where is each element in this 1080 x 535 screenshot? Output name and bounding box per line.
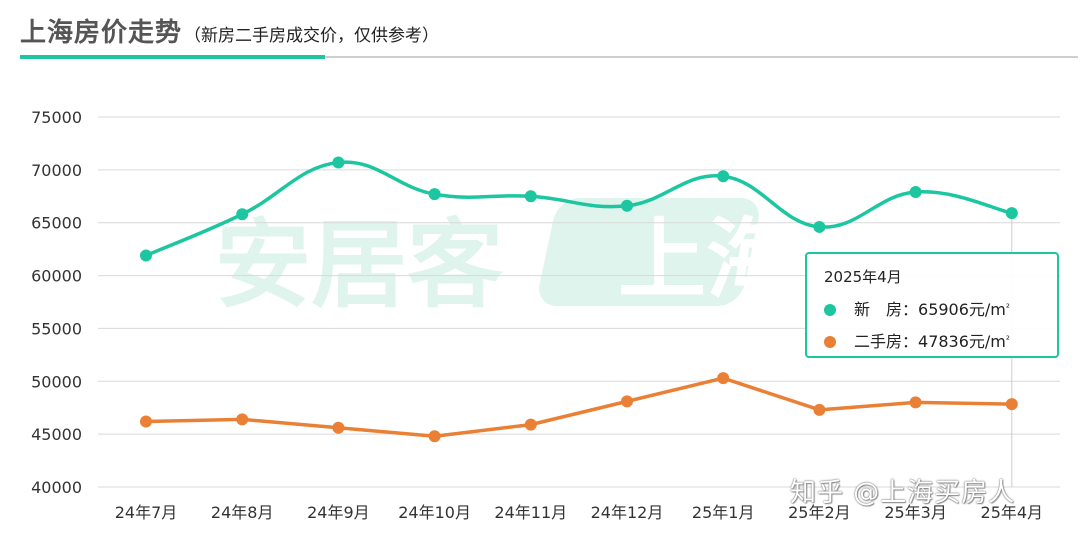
tooltip-unit-sup-new-house: ² xyxy=(1005,303,1010,314)
title-underline xyxy=(20,56,1078,58)
y-tick-label: 55000 xyxy=(31,319,82,338)
data-point-second-hand[interactable] xyxy=(621,395,633,408)
x-tick-label: 25年4月 xyxy=(981,503,1044,522)
chart-title-text: 上海房价走势 xyxy=(20,18,183,48)
x-tick-label: 24年11月 xyxy=(494,503,567,522)
chart-gridlines xyxy=(98,116,1060,488)
x-tick-label: 25年2月 xyxy=(788,503,851,522)
series-line-second-hand xyxy=(145,376,1012,439)
data-point-new-house[interactable] xyxy=(813,220,826,233)
anjuke-watermark: 安居客 上海 xyxy=(215,198,794,321)
tooltip-value-second-hand: 47836元/m xyxy=(918,332,1006,351)
y-tick-label: 70000 xyxy=(31,161,82,180)
tooltip-title: 2025年4月 xyxy=(824,268,902,286)
y-axis-tick-labels: 40000 45000 50000 55000 60000 65000 70000 75000 xyxy=(31,108,82,497)
x-tick-label: 24年10月 xyxy=(398,503,471,522)
data-point-new-house[interactable] xyxy=(621,199,633,212)
chart-series xyxy=(140,156,1018,443)
data-point-new-house[interactable] xyxy=(524,190,537,203)
y-tick-label: 60000 xyxy=(31,267,82,286)
x-tick-label: 25年3月 xyxy=(884,503,947,522)
data-point-new-house[interactable] xyxy=(428,188,441,201)
chart-subtitle: （新房二手房成交价，仅供参考） xyxy=(184,26,440,46)
y-tick-label: 45000 xyxy=(31,425,82,444)
tooltip-label-second-hand: 二手房： xyxy=(854,332,919,351)
data-point-new-house[interactable] xyxy=(717,170,730,183)
second-hand-dot-icon xyxy=(824,336,836,348)
data-point-second-hand[interactable] xyxy=(332,421,345,434)
data-point-second-hand[interactable] xyxy=(909,396,922,409)
data-point-second-hand[interactable] xyxy=(140,415,152,428)
tooltip-label-new-house: 新 房： xyxy=(854,300,919,319)
data-point-new-house[interactable] xyxy=(140,249,152,262)
zhihu-author-watermark: 知乎 @上海买房人 xyxy=(790,478,1016,508)
data-point-second-hand[interactable] xyxy=(717,372,730,385)
tooltip-row-second-hand: 二手房：47836元/m² xyxy=(824,328,1010,352)
x-tick-label: 24年12月 xyxy=(591,503,664,522)
watermark-brand-text: 安居客 xyxy=(215,209,503,321)
watermark-logo-text: 上海 xyxy=(618,208,794,311)
x-tick-label: 24年9月 xyxy=(307,503,370,522)
data-point-second-hand[interactable] xyxy=(813,403,826,416)
series-line-new-house xyxy=(145,160,1013,258)
data-point-new-house[interactable] xyxy=(909,186,922,199)
data-point-second-hand[interactable] xyxy=(236,413,249,426)
data-point-new-house[interactable] xyxy=(236,208,249,221)
x-tick-label: 24年7月 xyxy=(115,503,178,522)
watermark-logo-box xyxy=(539,198,759,306)
tooltip-row-new-house: 新 房：65906元/m² xyxy=(824,296,1010,320)
data-point-new-house[interactable] xyxy=(1005,207,1018,220)
tooltip-unit-sup-second-hand: ² xyxy=(1005,335,1010,346)
y-tick-label: 65000 xyxy=(31,214,82,233)
x-tick-label: 25年1月 xyxy=(692,503,755,522)
y-tick-label: 50000 xyxy=(31,372,82,391)
data-point-new-house[interactable] xyxy=(332,156,345,169)
chart-header: 上海房价走势 （新房二手房成交价，仅供参考） xyxy=(0,0,1080,60)
data-tooltip: 2025年4月 新 房：65906元/m² 二手房：47836元/m² xyxy=(805,252,1059,358)
x-tick-label: 24年8月 xyxy=(211,503,274,522)
data-point-second-hand[interactable] xyxy=(1005,398,1018,411)
y-tick-label: 40000 xyxy=(31,478,82,497)
x-axis-tick-labels: 24年7月 24年8月 24年9月 24年10月 24年11月 24年12月 25年1月 25… xyxy=(115,503,1043,522)
new-house-dot-icon xyxy=(824,304,836,316)
data-point-second-hand[interactable] xyxy=(524,418,537,431)
y-tick-label: 75000 xyxy=(31,108,82,127)
data-point-second-hand[interactable] xyxy=(428,430,441,443)
chart-title: 上海房价走势 （新房二手房成交价，仅供参考） xyxy=(20,12,439,49)
tooltip-value-new-house: 65906元/m xyxy=(918,300,1006,319)
title-underline-accent xyxy=(20,55,325,59)
